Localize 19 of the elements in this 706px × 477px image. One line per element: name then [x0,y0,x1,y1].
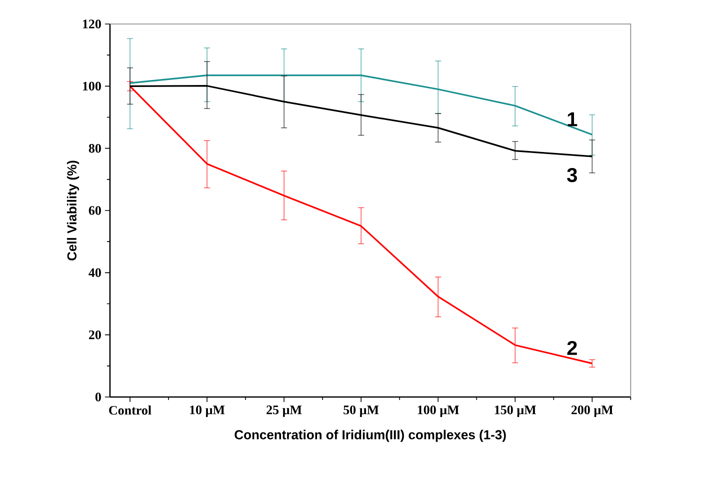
x-tick-label: Control [109,406,152,415]
x-tick-label: 150 µM [494,406,536,417]
y-axis-title: Cell Viability (%) [66,160,80,260]
y-tick-label: 0 [95,392,101,402]
series-label: 1 [568,112,578,126]
y-tick-label: 100 [82,82,101,91]
y-tick-label: 80 [88,144,101,153]
x-tick-label: 10 µM [190,406,225,417]
x-tick-label: 200 µM [571,406,614,417]
y-tick-label: 40 [88,268,101,278]
y-tick-label: 20 [88,330,101,340]
x-axis-title: Concentration of Iridium(III) complexes (1-3) [234,430,506,442]
x-tick-label: 25 µM [266,406,302,417]
x-tick-label: 50 µM [344,406,379,417]
series-label: 2 [567,340,577,355]
series-label: 3 [567,168,577,182]
y-tick-label: 120 [82,20,101,28]
x-tick-label: 100 µM [418,406,459,417]
y-tick-label: 60 [88,206,101,215]
